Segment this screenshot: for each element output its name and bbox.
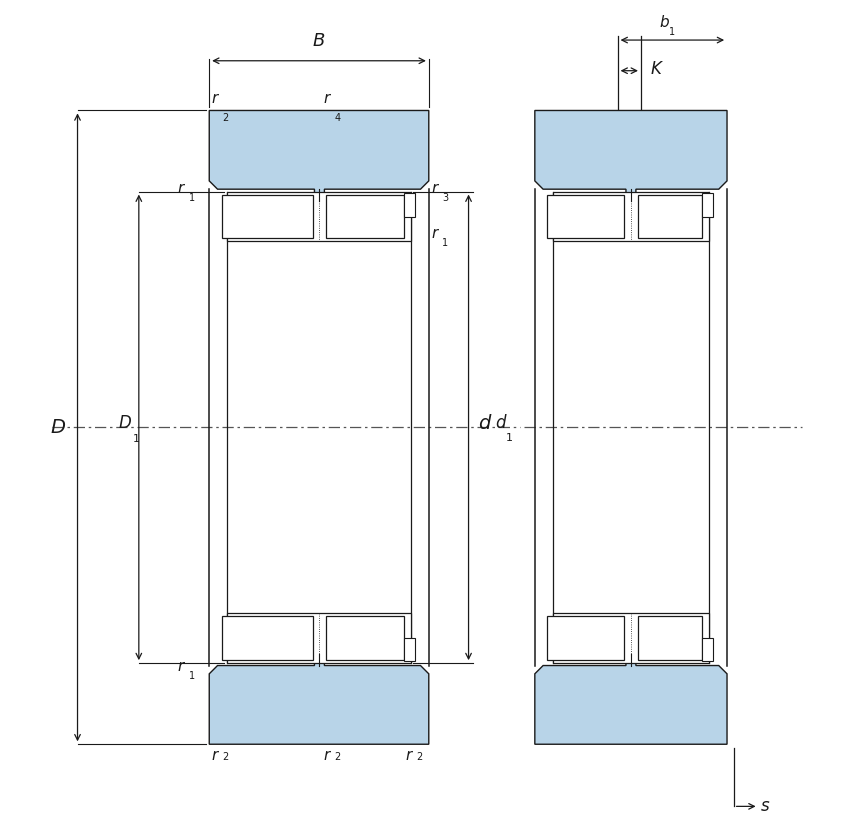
Text: D: D — [51, 418, 66, 437]
Polygon shape — [535, 110, 727, 201]
Text: 2: 2 — [335, 752, 341, 762]
Polygon shape — [222, 616, 313, 661]
Text: r: r — [212, 92, 218, 106]
Text: r: r — [431, 181, 437, 196]
Text: r: r — [431, 225, 437, 240]
Text: 1: 1 — [442, 238, 448, 248]
Polygon shape — [404, 193, 415, 217]
Polygon shape — [209, 110, 429, 201]
Text: s: s — [761, 797, 770, 816]
Polygon shape — [547, 616, 624, 661]
Polygon shape — [326, 616, 404, 661]
Polygon shape — [637, 616, 702, 661]
Polygon shape — [553, 613, 709, 663]
Polygon shape — [547, 194, 624, 239]
Polygon shape — [404, 638, 415, 661]
Text: d: d — [479, 414, 491, 433]
Text: r: r — [324, 747, 330, 762]
Polygon shape — [535, 654, 727, 744]
Polygon shape — [209, 654, 429, 744]
Text: 2: 2 — [223, 752, 229, 762]
Text: 1: 1 — [188, 671, 194, 681]
Text: r: r — [177, 181, 184, 196]
Text: r: r — [212, 747, 218, 762]
Text: r: r — [405, 747, 412, 762]
Text: 4: 4 — [335, 113, 341, 123]
Text: 1: 1 — [669, 27, 674, 37]
Text: d: d — [495, 414, 505, 432]
Text: K: K — [651, 60, 662, 78]
Text: D: D — [119, 414, 131, 432]
Text: 2: 2 — [223, 113, 229, 123]
Polygon shape — [227, 192, 410, 241]
Polygon shape — [222, 194, 313, 239]
Text: 1: 1 — [505, 433, 513, 443]
Polygon shape — [637, 194, 702, 239]
Text: 2: 2 — [416, 752, 423, 762]
Text: r: r — [324, 92, 330, 106]
Polygon shape — [702, 193, 713, 217]
Text: r: r — [177, 659, 184, 674]
Text: B: B — [313, 32, 325, 50]
Text: 1: 1 — [133, 435, 140, 445]
Polygon shape — [702, 638, 713, 661]
Text: b: b — [659, 15, 669, 30]
Text: 3: 3 — [442, 193, 448, 203]
Polygon shape — [227, 613, 410, 663]
Text: 1: 1 — [188, 193, 194, 203]
Polygon shape — [326, 194, 404, 239]
Polygon shape — [553, 192, 709, 241]
